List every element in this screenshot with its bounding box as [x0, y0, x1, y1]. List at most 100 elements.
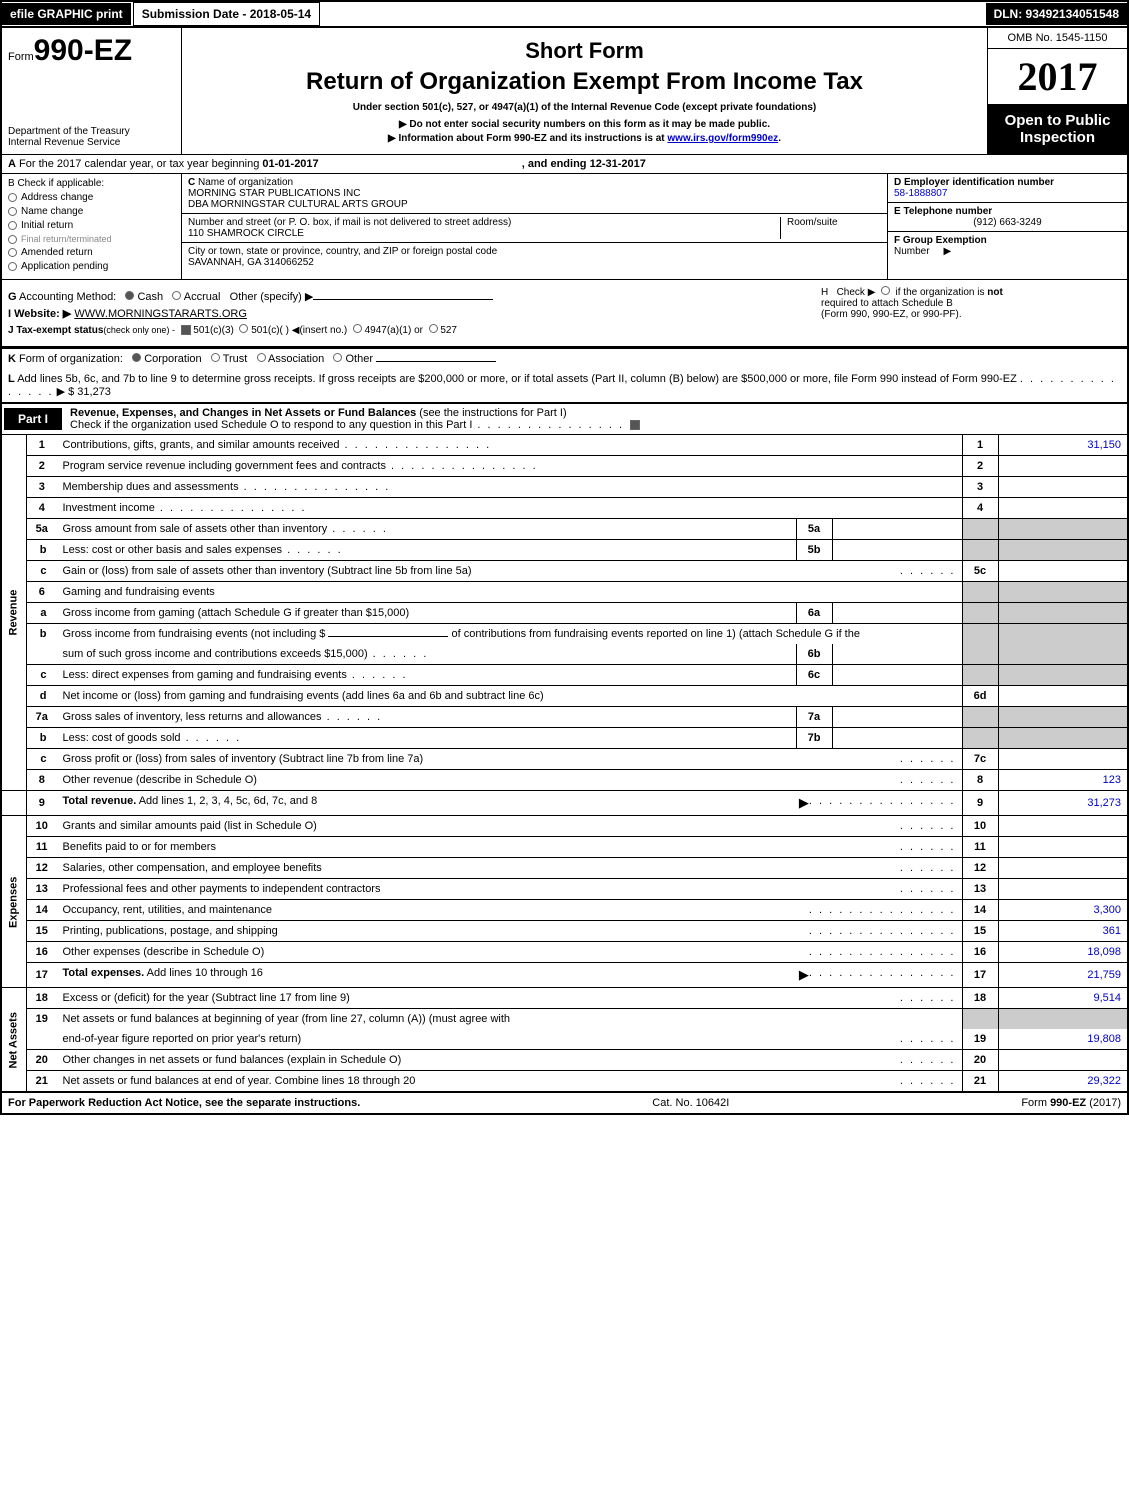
corp-label: Corporation [144, 353, 201, 365]
line-value: 3,300 [998, 900, 1128, 921]
line-num: d [27, 686, 57, 707]
line-value [998, 816, 1128, 837]
check-label: Amended return [21, 247, 93, 258]
line-desc: Gross sales of inventory, less returns a… [57, 707, 797, 728]
part-1-subtitle: (see the instructions for Part I) [416, 407, 566, 419]
check-initial-return[interactable]: Initial return [8, 220, 175, 231]
grey-cell [998, 665, 1128, 686]
line-num [27, 1029, 57, 1050]
grey-cell [998, 540, 1128, 561]
check-application-pending[interactable]: Application pending [8, 261, 175, 272]
table-row: 14 Occupancy, rent, utilities, and maint… [1, 900, 1128, 921]
table-row: sum of such gross income and contributio… [1, 644, 1128, 665]
table-row: 5a Gross amount from sale of assets othe… [1, 519, 1128, 540]
check-name-change[interactable]: Name change [8, 206, 175, 217]
line-desc: Net assets or fund balances at end of ye… [57, 1071, 963, 1093]
other-org-input[interactable] [376, 361, 496, 362]
line-desc: Gross amount from sale of assets other t… [57, 519, 797, 540]
line-desc: Gain or (loss) from sale of assets other… [57, 561, 963, 582]
checkbox-schedule-o-icon[interactable] [630, 420, 640, 430]
check-address-change[interactable]: Address change [8, 192, 175, 203]
table-row: c Gross profit or (loss) from sales of i… [1, 749, 1128, 770]
line-ref: 18 [962, 988, 998, 1009]
room-label: Room/suite [787, 217, 838, 228]
radio-cash-icon[interactable] [125, 291, 134, 300]
form-ref: Form 990-EZ (2017) [1021, 1097, 1121, 1109]
table-row: Expenses 10 Grants and similar amounts p… [1, 816, 1128, 837]
footer: For Paperwork Reduction Act Notice, see … [0, 1093, 1129, 1115]
mid-value [832, 665, 962, 686]
info-link[interactable]: www.irs.gov/form990ez [667, 133, 778, 144]
telephone-value: (912) 663-3249 [894, 217, 1121, 228]
line-value [998, 456, 1128, 477]
city-label: City or town, state or province, country… [188, 246, 497, 257]
radio-527-icon[interactable] [429, 324, 438, 333]
grey-cell [962, 582, 998, 603]
website-value[interactable]: WWW.MORNINGSTARARTS.ORG [74, 308, 247, 320]
line-ref: 20 [962, 1050, 998, 1071]
header-right: OMB No. 1545-1150 2017 Open to Public In… [987, 28, 1127, 154]
check-label: Final return/terminated [21, 234, 112, 244]
check-final-return[interactable]: Final return/terminated [8, 234, 175, 244]
tax-year-begin: 01-01-2017 [262, 158, 318, 170]
radio-4947-icon[interactable] [353, 324, 362, 333]
line-num: 15 [27, 921, 57, 942]
line-value [998, 561, 1128, 582]
line-desc: Total expenses. Add lines 10 through 16 [57, 963, 963, 988]
radio-501c-icon[interactable] [239, 324, 248, 333]
radio-accrual-icon[interactable] [172, 291, 181, 300]
form-number-block: Form990-EZ [8, 34, 175, 68]
under-section-text: Under section 501(c), 527, or 4947(a)(1)… [192, 102, 977, 113]
mid-value [832, 540, 962, 561]
radio-icon [8, 248, 17, 257]
line-ref: 3 [962, 477, 998, 498]
tax-exempt-line: J Tax-exempt status(check only one) - 50… [8, 324, 821, 336]
form-header: Form990-EZ Department of the Treasury In… [0, 26, 1129, 155]
mid-value [832, 707, 962, 728]
ein-row: D Employer identification number 58-1888… [888, 174, 1127, 203]
grey-cell [962, 603, 998, 624]
mid-ref: 5a [796, 519, 832, 540]
dept-irs: Internal Revenue Service [8, 137, 175, 148]
part-1-text: Revenue, Expenses, and Changes in Net As… [64, 404, 1127, 434]
efile-print-button[interactable]: efile GRAPHIC print [2, 3, 131, 25]
other-specify-input[interactable] [313, 299, 493, 300]
line-num: b [27, 728, 57, 749]
radio-trust-icon[interactable] [211, 353, 220, 362]
other-specify-label: Other (specify) ▶ [230, 291, 314, 303]
line-desc: Contributions, gifts, grants, and simila… [57, 435, 963, 456]
h-label: H [821, 287, 828, 298]
radio-assoc-icon[interactable] [257, 353, 266, 362]
tax-year-end: 12-31-2017 [590, 158, 646, 170]
fundraising-input[interactable] [328, 636, 448, 637]
line-value: 19,808 [998, 1029, 1128, 1050]
e-label: E Telephone number [894, 206, 992, 217]
line-value [998, 477, 1128, 498]
h-text4: (Form 990, 990-EZ, or 990-PF). [821, 309, 962, 320]
radio-h-icon[interactable] [881, 286, 890, 295]
table-row: 4 Investment income 4 [1, 498, 1128, 519]
part-1-table: Revenue 1 Contributions, gifts, grants, … [0, 435, 1129, 1093]
mid-ref: 7a [796, 707, 832, 728]
ssn-warning: ▶ Do not enter social security numbers o… [192, 119, 977, 130]
submission-date: Submission Date - 2018-05-14 [133, 2, 320, 26]
radio-other-icon[interactable] [333, 353, 342, 362]
line-num: 9 [27, 791, 57, 816]
line-value: 123 [998, 770, 1128, 791]
radio-corp-icon[interactable] [132, 353, 141, 362]
line-num: 19 [27, 1009, 57, 1030]
line-ref: 4 [962, 498, 998, 519]
addr-value: 110 SHAMROCK CIRCLE [188, 228, 304, 239]
line-ref: 1 [962, 435, 998, 456]
line-desc: Program service revenue including govern… [57, 456, 963, 477]
check-amended-return[interactable]: Amended return [8, 247, 175, 258]
open-line1: Open to Public [992, 112, 1123, 129]
line-desc: Occupancy, rent, utilities, and maintena… [57, 900, 963, 921]
g-text: Accounting Method: [19, 291, 116, 303]
h-text3: required to attach Schedule B [821, 298, 953, 309]
dept-treasury: Department of the Treasury [8, 126, 175, 137]
return-title: Return of Organization Exempt From Incom… [192, 68, 977, 96]
arrow-icon: ▶ [943, 246, 951, 257]
mid-ref: 5b [796, 540, 832, 561]
checkbox-501c3-icon[interactable] [181, 325, 191, 335]
